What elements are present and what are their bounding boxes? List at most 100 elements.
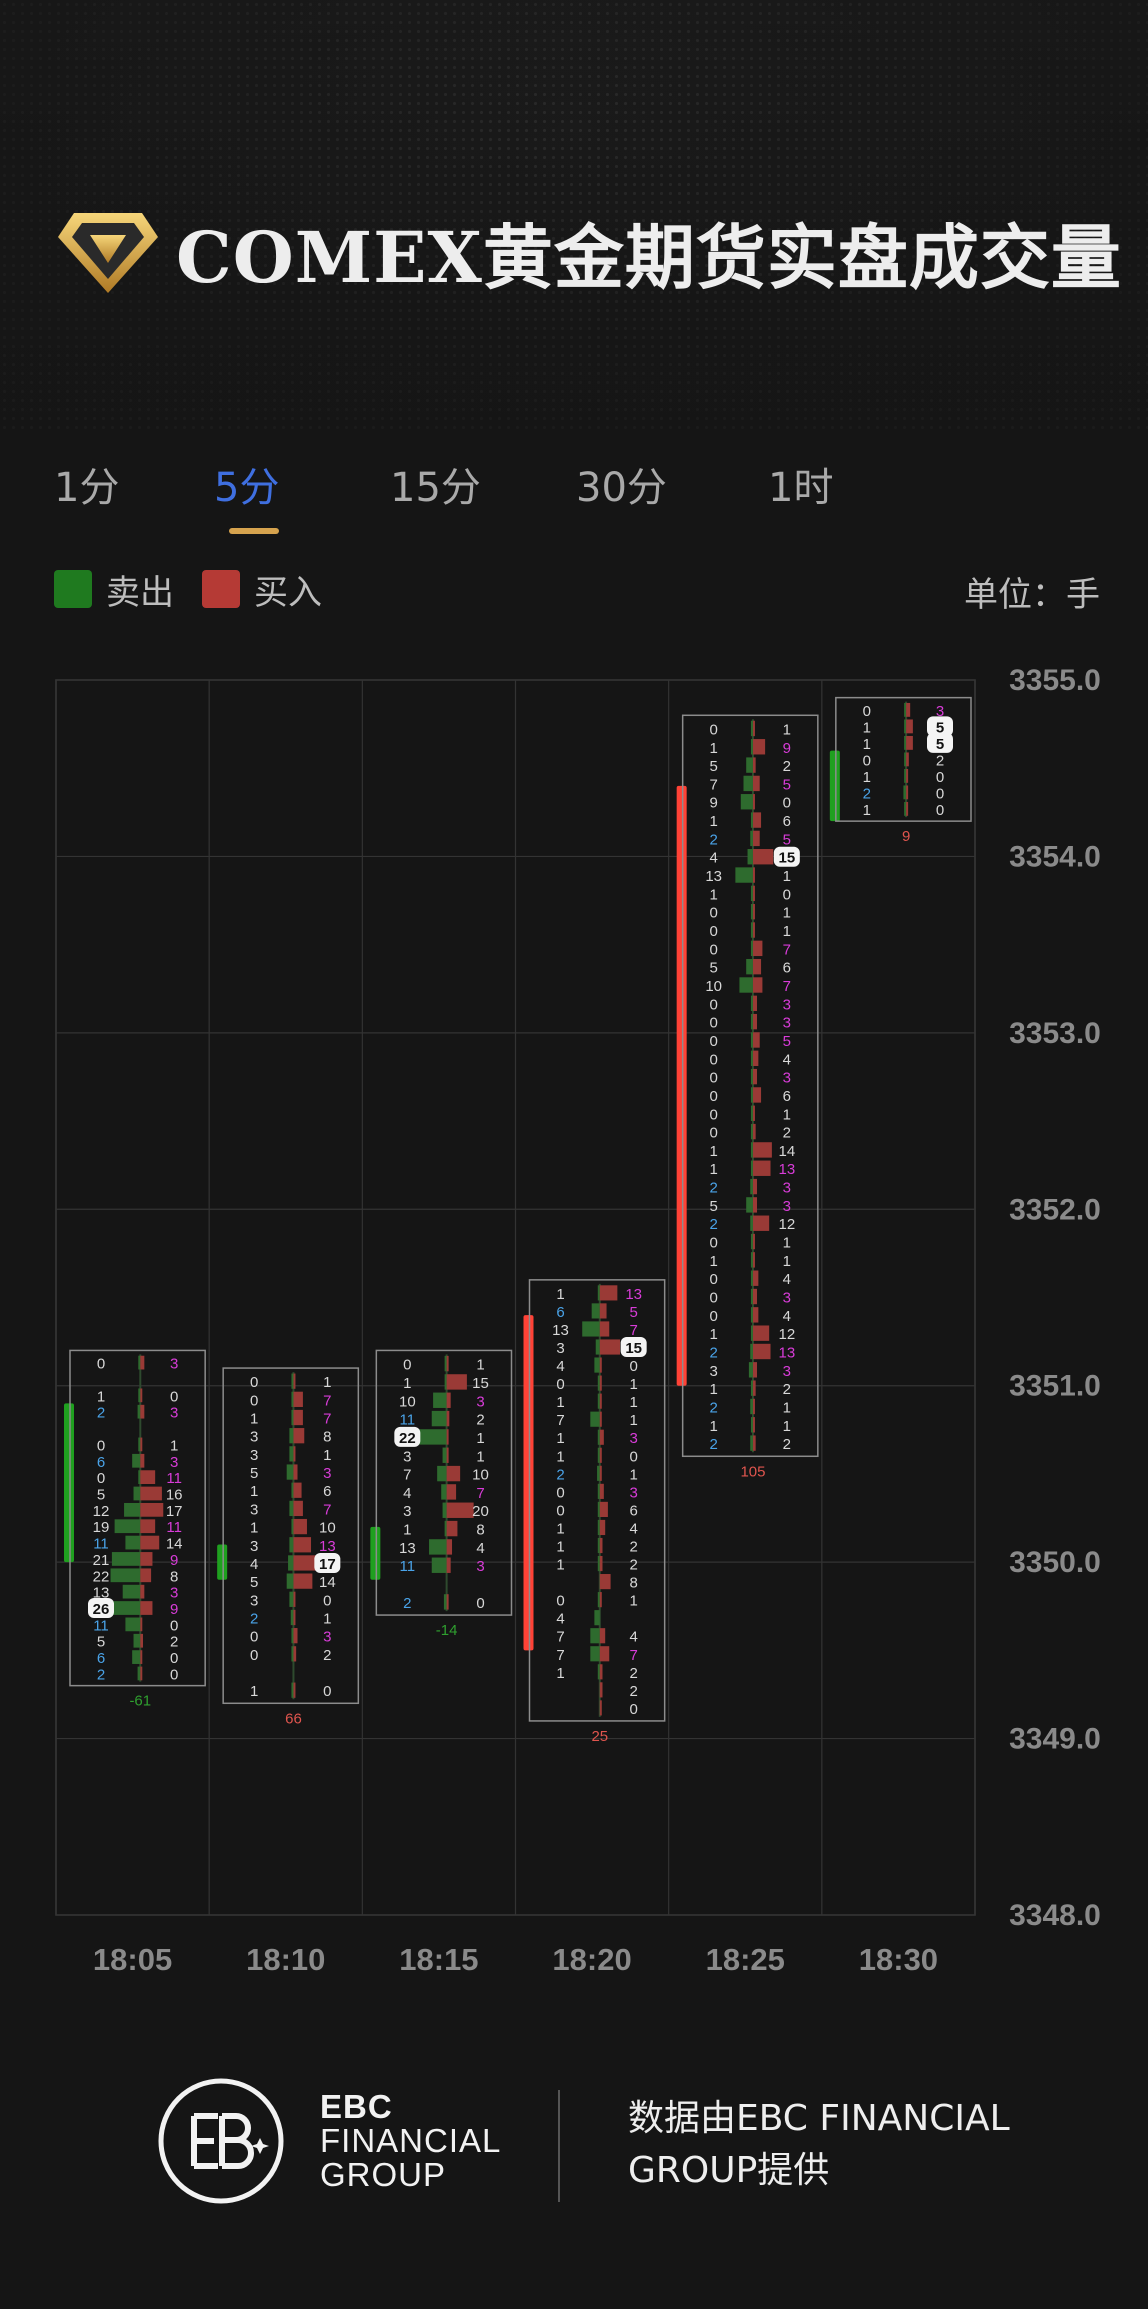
- sell-volume-label: 13: [705, 868, 722, 885]
- buy-volume-label: 0: [476, 1595, 484, 1612]
- sell-volume-bar: [289, 1537, 294, 1553]
- candle-body: [370, 1526, 381, 1580]
- sell-volume-bar: [441, 1484, 447, 1500]
- tab-15m[interactable]: 15分: [390, 465, 481, 511]
- sell-volume-bar: [597, 1519, 600, 1536]
- sell-volume-label: 4: [556, 1611, 564, 1628]
- footprint-box: [835, 696, 972, 822]
- sell-volume-label: 1: [863, 736, 871, 753]
- buy-volume-bar: [752, 1160, 771, 1176]
- sell-volume-label: 4: [250, 1556, 258, 1573]
- buy-volume-label: 3: [783, 1070, 791, 1087]
- sell-volume-label: 0: [97, 1356, 105, 1373]
- x-tick-label: 18:30: [859, 1942, 938, 1977]
- sell-volume-label: 3: [250, 1447, 258, 1464]
- sell-volume-bar: [138, 1388, 141, 1403]
- tab-30m[interactable]: 30分: [576, 465, 667, 511]
- buy-volume-bar: [906, 735, 913, 750]
- sell-volume-label: 11: [93, 1536, 109, 1553]
- sell-volume-label: 0: [403, 1357, 411, 1374]
- sell-volume-bar: [597, 1393, 600, 1409]
- footprint-box: [375, 1349, 513, 1616]
- sell-volume-bar: [290, 1609, 294, 1626]
- y-tick-label: 3355.0: [1009, 664, 1101, 697]
- sell-volume-bar: [750, 1105, 753, 1121]
- sell-volume-label: 1: [250, 1520, 258, 1537]
- sell-volume-bar: [110, 1568, 141, 1583]
- buy-volume-bar: [752, 1032, 760, 1048]
- buy-volume-label: 6: [783, 813, 791, 830]
- buy-volume-label: 5: [783, 831, 791, 848]
- candle-body: [523, 1315, 534, 1651]
- buy-volume-label: 4: [476, 1540, 484, 1557]
- sell-volume-label: 1: [556, 1286, 564, 1303]
- sell-volume-bar: [431, 1410, 447, 1427]
- sell-volume-bar: [597, 1664, 600, 1680]
- sell-volume-label: 3: [556, 1340, 564, 1357]
- sell-volume-bar: [111, 1552, 141, 1566]
- buy-volume-bar: [752, 1325, 770, 1341]
- buy-volume-bar: [752, 720, 755, 737]
- buy-volume-bar: [599, 1285, 618, 1301]
- sell-volume-bar: [750, 1215, 753, 1231]
- buy-volume-bar: [140, 1650, 143, 1664]
- sell-volume-label: 7: [556, 1412, 564, 1429]
- sell-volume-label: 1: [709, 813, 717, 830]
- buy-volume-label: 3: [170, 1405, 178, 1422]
- sell-volume-label: 0: [709, 1015, 717, 1032]
- buy-volume-bar: [140, 1552, 153, 1566]
- sell-volume-label: 0: [709, 721, 717, 738]
- sell-volume-label: 9: [709, 795, 717, 812]
- sell-volume-bar: [289, 1446, 294, 1462]
- sell-volume-bar: [746, 757, 753, 773]
- buy-volume-bar: [446, 1392, 451, 1408]
- tab-1m[interactable]: 1分: [54, 465, 120, 511]
- sell-volume-label: 1: [250, 1483, 258, 1500]
- sell-volume-label: 1: [556, 1430, 564, 1447]
- buy-volume-bar: [293, 1646, 297, 1662]
- sell-volume-label: 0: [709, 1088, 717, 1105]
- sell-volume-label: 2: [556, 1466, 564, 1483]
- legend-buy-label: 买入: [254, 572, 322, 613]
- buy-volume-label: 0: [170, 1650, 178, 1667]
- sell-volume-label: 3: [250, 1501, 258, 1518]
- sell-volume-bar: [594, 1357, 600, 1373]
- sell-volume-bar: [286, 1573, 294, 1589]
- buy-volume-label: 4: [783, 1051, 791, 1068]
- sell-volume-label: 0: [250, 1629, 258, 1646]
- buy-volume-label: 15: [778, 850, 795, 867]
- buy-volume-bar: [293, 1409, 303, 1426]
- buy-volume-label: 8: [323, 1429, 331, 1446]
- buy-volume-label: 1: [783, 1418, 791, 1435]
- buy-volume-bar: [140, 1404, 145, 1419]
- sell-volume-bar: [746, 1197, 753, 1213]
- sell-volume-bar: [750, 1380, 753, 1396]
- buy-volume-label: 1: [476, 1448, 484, 1465]
- sell-volume-bar: [750, 1398, 753, 1415]
- buy-volume-label: 1: [629, 1412, 637, 1429]
- sell-volume-bar: [750, 904, 753, 920]
- sell-volume-bar: [747, 849, 753, 865]
- footprint-box: [222, 1367, 360, 1705]
- sell-volume-label: 1: [556, 1557, 564, 1574]
- tab-5m[interactable]: 5分: [214, 465, 280, 511]
- sell-volume-label: 1: [709, 1418, 717, 1435]
- tab-1h[interactable]: 1时: [768, 465, 834, 511]
- buy-volume-label: 1: [323, 1447, 331, 1464]
- buy-volume-label: 4: [783, 1271, 791, 1288]
- sell-volume-bar: [597, 1375, 600, 1391]
- buy-volume-bar: [140, 1388, 143, 1403]
- buy-volume-label: 15: [625, 1340, 642, 1357]
- page-title-row: COMEX黄金期货实盘成交量: [56, 202, 1122, 302]
- sell-volume-bar: [597, 1465, 600, 1481]
- sell-volume-bar: [750, 1050, 753, 1066]
- sell-volume-bar: [133, 1486, 141, 1501]
- brand-line-2: FINANCIAL: [320, 2122, 502, 2159]
- footprint-box: [69, 1349, 206, 1687]
- buy-volume-bar: [446, 1557, 451, 1573]
- buy-volume-label: 2: [936, 752, 944, 769]
- sell-volume-bar: [289, 1428, 294, 1444]
- buy-volume-label: 3: [783, 1290, 791, 1307]
- sell-volume-bar: [433, 1392, 447, 1408]
- buy-volume-bar: [599, 1501, 608, 1517]
